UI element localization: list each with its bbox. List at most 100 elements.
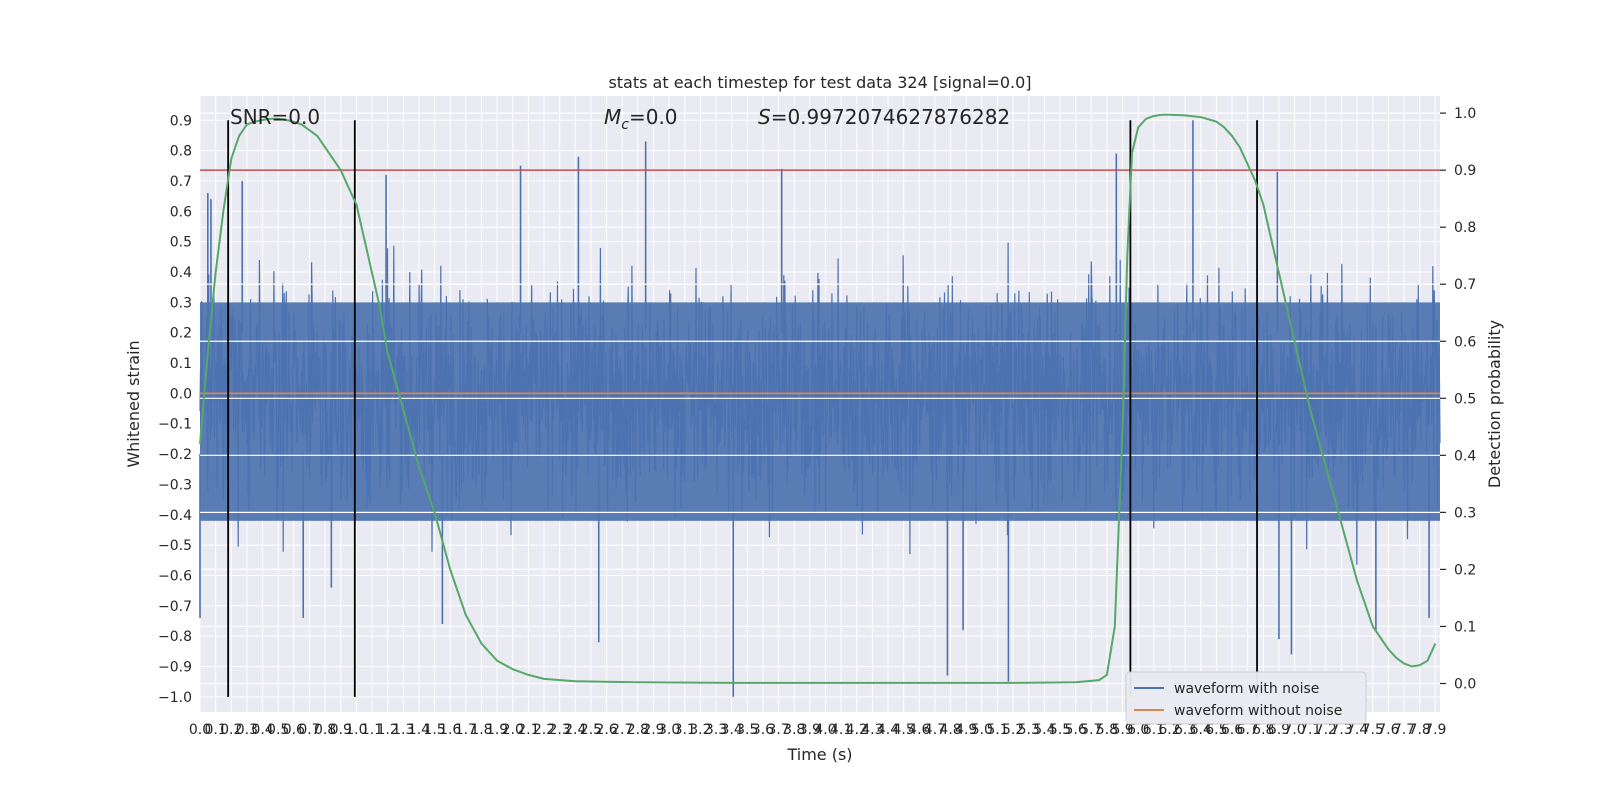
x-tick-label: 4.9 bbox=[955, 722, 977, 738]
y-tick-label: −0.4 bbox=[158, 508, 192, 524]
y-tick-label: −0.9 bbox=[158, 659, 192, 675]
y-tick-label: 0.2 bbox=[170, 326, 192, 342]
x-tick-label: 7.9 bbox=[1424, 722, 1446, 738]
x-tick-label: 3.9 bbox=[799, 722, 821, 738]
x-tick-label: 3.2 bbox=[689, 722, 711, 738]
x-tick-label: 0.8 bbox=[314, 722, 336, 738]
x-tick-label: 6.4 bbox=[1190, 722, 1212, 738]
y-tick-label: −0.7 bbox=[158, 599, 192, 615]
x-tick-label: 3.3 bbox=[705, 722, 727, 738]
x-tick-label: 6.5 bbox=[1205, 722, 1227, 738]
x-tick-label: 4.8 bbox=[939, 722, 961, 738]
x-tick-label: 5.0 bbox=[971, 722, 993, 738]
y-axis-title: Whitened strain bbox=[124, 340, 143, 467]
x-tick-label: 0.0 bbox=[189, 722, 211, 738]
x-tick-label: 3.1 bbox=[674, 722, 696, 738]
y2-axis-ticks: 1.0 0.9 0.8 0.7 0.6 0.5 0.4 0.3 0.2 0.1 0.0 bbox=[1440, 106, 1476, 692]
y-tick-label: 0.0 bbox=[170, 386, 192, 402]
annotation-mc: Mc=0.0 bbox=[604, 105, 678, 133]
x-tick-label: 2.7 bbox=[611, 722, 633, 738]
x-tick-label: 5.1 bbox=[986, 722, 1008, 738]
y2-axis-title: Detection probability bbox=[1485, 320, 1504, 488]
y2-tick-label: 0.2 bbox=[1454, 562, 1476, 578]
x-tick-label: 4.7 bbox=[924, 722, 946, 738]
y-tick-label: 0.9 bbox=[170, 113, 192, 129]
x-tick-label: 2.6 bbox=[595, 722, 617, 738]
y2-tick-label: 0.4 bbox=[1454, 448, 1476, 464]
x-tick-label: 6.1 bbox=[1143, 722, 1165, 738]
y-tick-label: 0.7 bbox=[170, 174, 192, 190]
x-tick-label: 5.4 bbox=[1033, 722, 1055, 738]
x-tick-label: 5.2 bbox=[1002, 722, 1024, 738]
y-tick-label: 0.1 bbox=[170, 356, 192, 372]
x-tick-label: 5.9 bbox=[1111, 722, 1133, 738]
legend-box bbox=[1125, 671, 1367, 725]
x-tick-label: 4.3 bbox=[861, 722, 883, 738]
annotation-snr: SNR=0.0 bbox=[230, 105, 320, 129]
x-tick-label: 6.3 bbox=[1174, 722, 1196, 738]
y-tick-label: −1.0 bbox=[158, 690, 192, 706]
x-tick-label: 3.8 bbox=[783, 722, 805, 738]
chart-title: stats at each timestep for test data 324… bbox=[608, 73, 1031, 92]
y2-tick-label: 0.1 bbox=[1454, 619, 1476, 635]
noise-band bbox=[200, 302, 1440, 521]
y-tick-label: −0.6 bbox=[158, 568, 192, 584]
x-tick-label: 3.5 bbox=[736, 722, 758, 738]
vertical-lines bbox=[227, 120, 1258, 697]
probability-trace bbox=[199, 113, 1437, 684]
x-tick-label: 3.7 bbox=[767, 722, 789, 738]
y-tick-label: 0.5 bbox=[170, 235, 192, 251]
annotation-s: S=0.9972074627876282 bbox=[758, 105, 1010, 129]
x-tick-label: 5.6 bbox=[1065, 722, 1087, 738]
y-tick-label: 0.3 bbox=[170, 295, 192, 311]
x-tick-label: 5.8 bbox=[1096, 722, 1118, 738]
x-tick-label: 3.0 bbox=[658, 722, 680, 738]
x-tick-label: 7.6 bbox=[1377, 722, 1399, 738]
x-tick-label: 7.0 bbox=[1283, 722, 1305, 738]
x-tick-label: 1.8 bbox=[470, 722, 492, 738]
x-tick-label: 6.9 bbox=[1268, 722, 1290, 738]
x-tick-label: 6.0 bbox=[1127, 722, 1149, 738]
y2-tick-label: 0.6 bbox=[1454, 334, 1476, 350]
y2-tick-label: 0.5 bbox=[1454, 391, 1476, 407]
x-tick-label: 0.6 bbox=[283, 722, 305, 738]
x-tick-label: 0.9 bbox=[330, 722, 352, 738]
x-tick-label: 2.3 bbox=[549, 722, 571, 738]
x-tick-label: 2.5 bbox=[580, 722, 602, 738]
series-waveform-with-noise bbox=[199, 120, 1441, 697]
y-tick-label: 0.6 bbox=[170, 204, 192, 220]
x-tick-label: 6.6 bbox=[1221, 722, 1243, 738]
x-tick-label: 7.8 bbox=[1409, 722, 1431, 738]
x-tick-label: 0.7 bbox=[298, 722, 320, 738]
x-tick-label: 1.9 bbox=[486, 722, 508, 738]
x-tick-label: 2.2 bbox=[533, 722, 555, 738]
legend-entry: waveform without noise bbox=[1174, 703, 1342, 719]
x-tick-label: 0.5 bbox=[267, 722, 289, 738]
series-detection-probability bbox=[199, 113, 1437, 684]
y2-tick-label: 1.0 bbox=[1454, 106, 1476, 122]
y2-tick-label: 0.3 bbox=[1454, 505, 1476, 521]
x-tick-label: 7.1 bbox=[1299, 722, 1321, 738]
y2-tick-label: 0.9 bbox=[1454, 163, 1476, 179]
x-tick-label: 2.1 bbox=[517, 722, 539, 738]
x-tick-label: 5.7 bbox=[1080, 722, 1102, 738]
y2-tick-label: 0.7 bbox=[1454, 277, 1476, 293]
x-tick-label: 1.3 bbox=[392, 722, 414, 738]
x-tick-label: 4.1 bbox=[830, 722, 852, 738]
x-tick-label: 1.5 bbox=[423, 722, 445, 738]
x-tick-label: 6.8 bbox=[1252, 722, 1274, 738]
x-tick-label: 1.4 bbox=[408, 722, 430, 738]
x-tick-label: 7.5 bbox=[1362, 722, 1384, 738]
legend-entry: waveform with noise bbox=[1174, 681, 1319, 697]
x-tick-label: 2.0 bbox=[502, 722, 524, 738]
x-tick-label: 1.6 bbox=[439, 722, 461, 738]
x-tick-label: 1.2 bbox=[377, 722, 399, 738]
y-tick-label: −0.3 bbox=[158, 477, 192, 493]
x-tick-label: 2.9 bbox=[642, 722, 664, 738]
x-axis-title: Time (s) bbox=[786, 745, 852, 764]
x-tick-label: 4.0 bbox=[814, 722, 836, 738]
x-tick-label: 0.3 bbox=[236, 722, 258, 738]
y-tick-label: −0.5 bbox=[158, 538, 192, 554]
x-tick-label: 1.1 bbox=[361, 722, 383, 738]
